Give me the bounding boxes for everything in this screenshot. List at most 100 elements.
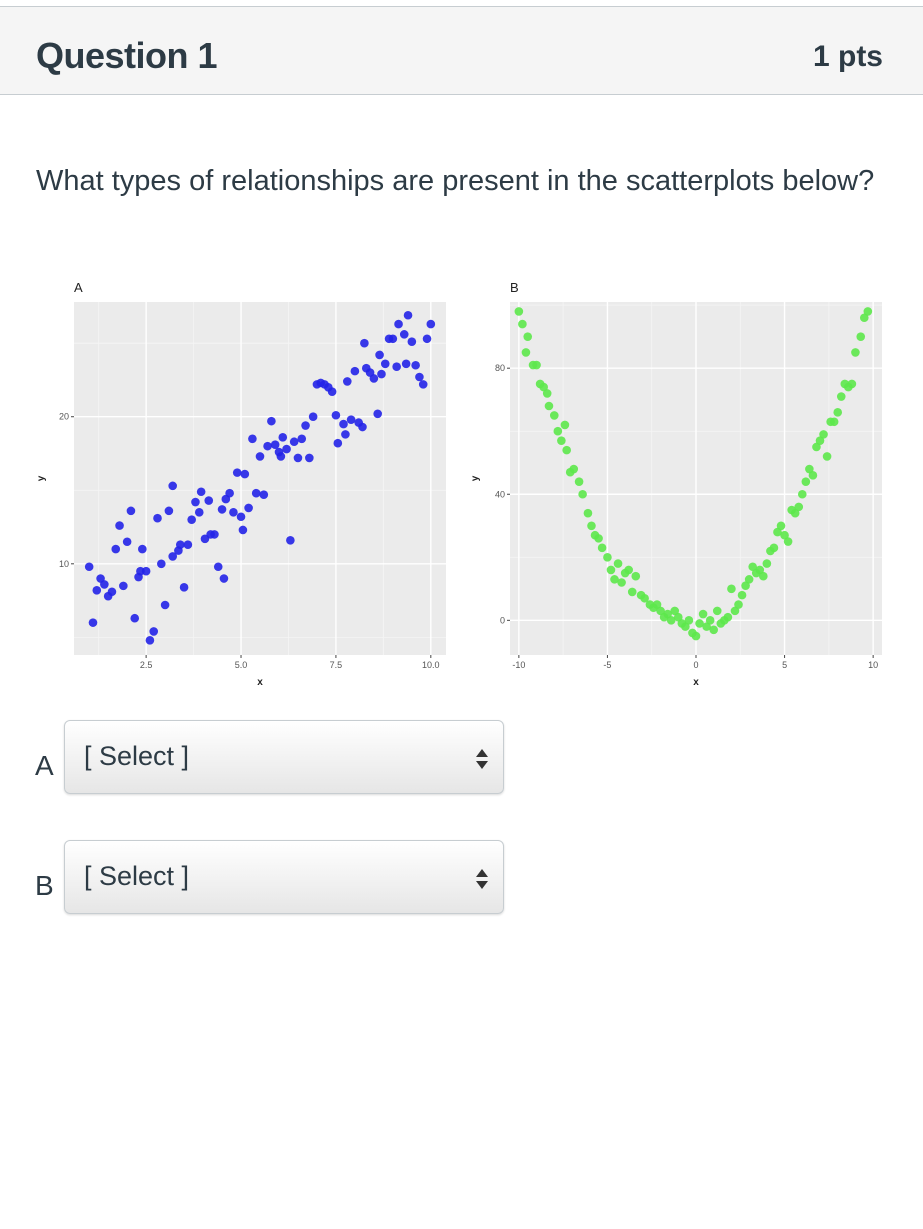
data-point (773, 527, 782, 537)
data-point (673, 612, 683, 622)
question-points: 1 pts (812, 40, 883, 73)
data-point (157, 559, 166, 569)
y-tick-label: 40 (495, 489, 505, 499)
data-point (301, 421, 310, 430)
select-arrows-icon (476, 869, 488, 889)
data-point (583, 508, 593, 518)
data-point (617, 578, 626, 587)
data-point (597, 543, 607, 553)
data-point (194, 508, 204, 517)
data-point (305, 453, 314, 463)
data-point (741, 581, 750, 590)
data-point (232, 468, 242, 477)
data-point (327, 387, 337, 397)
data-point (130, 613, 140, 623)
data-point (168, 481, 177, 491)
answer-row-a: A [ Select ] (0, 718, 923, 798)
data-point (681, 622, 690, 631)
data-point (219, 574, 229, 583)
data-point (350, 366, 360, 376)
data-point (191, 497, 200, 507)
select-value-a: [ Select ] (84, 741, 190, 771)
data-point (244, 503, 253, 513)
data-point (691, 631, 701, 641)
data-point (557, 436, 566, 445)
data-point (783, 537, 793, 546)
x-axis-label: x (693, 677, 699, 688)
data-point (297, 434, 307, 444)
data-point (523, 332, 533, 341)
data-point (267, 416, 276, 426)
data-point (829, 417, 839, 427)
data-point (145, 635, 155, 645)
data-point (705, 616, 715, 625)
data-point (333, 438, 343, 448)
data-point (392, 362, 401, 372)
data-point (240, 469, 250, 479)
data-point (92, 585, 102, 595)
question-header: Question 1 1 pts (0, 6, 923, 95)
data-point (762, 559, 772, 568)
data-point (656, 606, 665, 616)
select-value-b: [ Select ] (84, 861, 190, 891)
data-point (210, 530, 219, 539)
select-arrows-icon (476, 749, 488, 769)
data-point (670, 606, 680, 616)
y-tick-label: 10 (59, 559, 69, 569)
data-point (164, 506, 174, 516)
data-point (805, 464, 814, 474)
x-tick-label: -5 (603, 660, 611, 670)
data-point (179, 583, 189, 592)
data-point (263, 441, 272, 451)
y-tick-label: 80 (495, 363, 505, 373)
data-point (569, 464, 579, 474)
data-point (769, 543, 779, 553)
data-point (801, 477, 811, 486)
data-point (560, 420, 570, 430)
data-point (346, 415, 356, 424)
data-point (204, 496, 214, 505)
data-point (282, 444, 291, 454)
data-point (748, 562, 757, 572)
data-point (709, 625, 719, 635)
data-point (780, 530, 789, 540)
data-point (587, 521, 596, 531)
data-point (744, 575, 754, 584)
data-point (663, 609, 672, 619)
data-point (308, 412, 318, 422)
y-tick-label: 20 (59, 412, 69, 422)
data-point (594, 534, 603, 543)
select-dropdown-b[interactable]: [ Select ] (64, 840, 504, 914)
data-point (238, 525, 248, 535)
question-title: Question 1 (36, 35, 218, 76)
data-point (153, 513, 162, 523)
data-point (549, 411, 559, 420)
data-point (833, 408, 843, 417)
x-tick-label: 5 (782, 660, 787, 670)
data-point (562, 445, 571, 455)
answer-letter-b: B (35, 870, 54, 901)
data-point (578, 489, 587, 499)
data-point (851, 348, 860, 357)
data-point (286, 535, 295, 545)
data-point (610, 575, 619, 584)
data-point (532, 360, 541, 370)
data-point (698, 609, 708, 619)
question-text: What types of relationships are present … (36, 165, 875, 197)
data-point (225, 488, 234, 498)
data-point (293, 453, 303, 463)
data-point (122, 537, 132, 547)
select-dropdown-a[interactable]: [ Select ] (64, 720, 504, 794)
data-point (380, 359, 390, 369)
x-tick-label: -10 (512, 660, 525, 670)
data-point (411, 360, 420, 370)
data-point (863, 307, 873, 316)
data-point (289, 437, 299, 447)
data-point (343, 377, 352, 386)
data-point (339, 419, 348, 429)
data-point (229, 508, 238, 517)
answer-row-b: B [ Select ] (0, 838, 923, 918)
data-point (539, 382, 548, 392)
data-point (815, 436, 825, 445)
x-tick-label: 7.5 (330, 660, 343, 670)
